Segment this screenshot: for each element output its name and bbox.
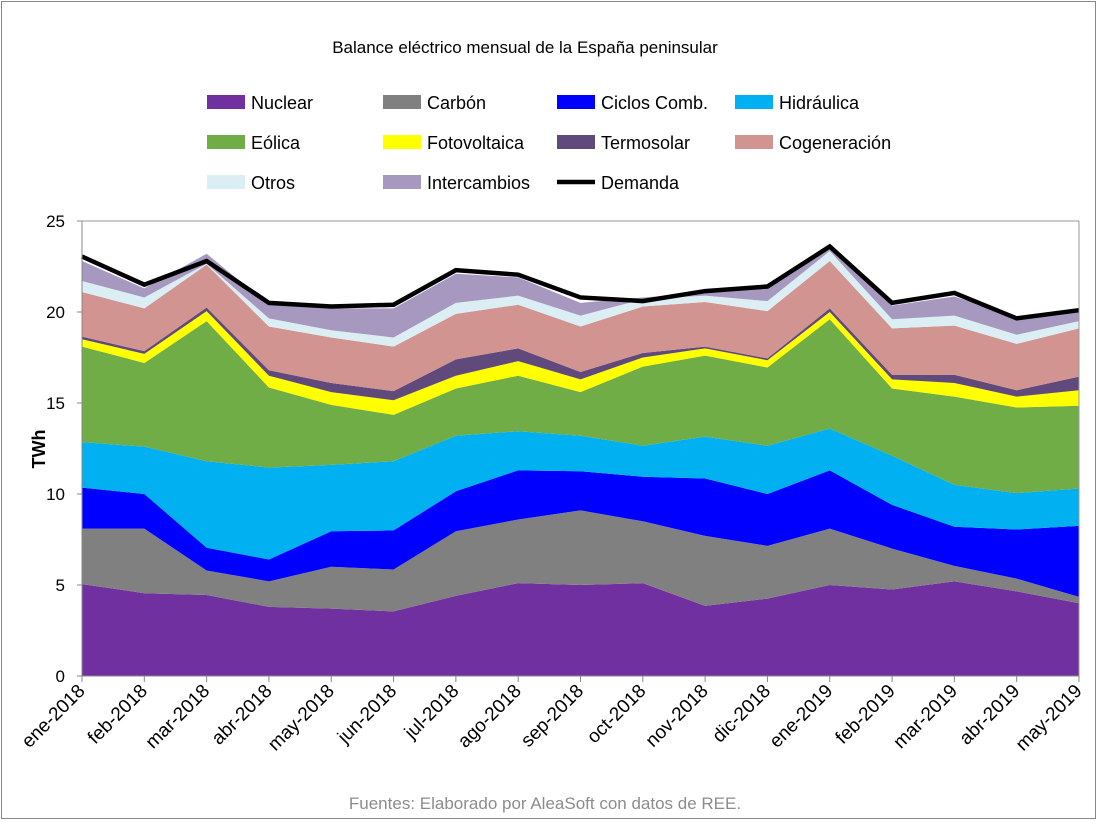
legend-item: Demanda <box>557 173 680 193</box>
area-nuclear <box>82 581 1079 676</box>
legend-swatch <box>735 95 773 109</box>
x-tick-label: mar-2019 <box>890 681 962 753</box>
legend-label: Termosolar <box>601 133 690 153</box>
area-intercambios <box>82 249 1079 338</box>
y-tick-label: 20 <box>46 303 65 322</box>
x-tick-label: ago-2018 <box>454 681 526 753</box>
legend-swatch <box>557 95 595 109</box>
legend-swatch <box>383 95 421 109</box>
y-tick-label: 0 <box>56 667 65 686</box>
x-tick-label: may-2018 <box>264 681 339 756</box>
legend-swatch <box>207 95 245 109</box>
area-carbón <box>82 510 1079 612</box>
legend-swatch <box>207 135 245 149</box>
legend-swatch <box>383 175 421 189</box>
x-tick-label: jul-2018 <box>400 681 463 744</box>
area-hidráulica <box>82 428 1079 560</box>
legend-label: Intercambios <box>427 173 530 193</box>
area-cogeneración <box>82 261 1079 392</box>
chart-title: Balance eléctrico mensual de la España p… <box>332 38 718 57</box>
legend-item: Carbón <box>383 93 486 113</box>
x-tick-label: mar-2018 <box>142 681 214 753</box>
area-ciclos-comb <box>82 470 1079 597</box>
y-tick-label: 15 <box>46 394 65 413</box>
legend-swatch <box>383 135 421 149</box>
area-eólica <box>82 319 1079 494</box>
legend-item: Eólica <box>207 133 301 153</box>
legend-label: Carbón <box>427 93 486 113</box>
legend-label: Cogeneración <box>779 133 891 153</box>
legend-label: Ciclos Comb. <box>601 93 708 113</box>
legend-item: Termosolar <box>557 133 690 153</box>
y-tick-label: 10 <box>46 485 65 504</box>
legend-label: Eólica <box>251 133 301 153</box>
legend-swatch <box>207 175 245 189</box>
legend-swatch <box>735 135 773 149</box>
x-tick-label: may-2019 <box>1012 681 1087 756</box>
x-tick-label: jun-2018 <box>333 681 401 749</box>
legend-label: Demanda <box>601 173 680 193</box>
y-tick-label: 5 <box>56 576 65 595</box>
x-tick-label: sep-2018 <box>517 681 588 752</box>
plot-areas <box>81 243 1080 676</box>
legend-item: Otros <box>207 173 295 193</box>
legend-item: Hidráulica <box>735 93 860 113</box>
line-demanda <box>81 243 1080 321</box>
legend-item: Ciclos Comb. <box>557 93 708 113</box>
legend-swatch <box>557 135 595 149</box>
legend-label: Otros <box>251 173 295 193</box>
x-tick-label: ene-2018 <box>18 681 90 753</box>
legend-label: Nuclear <box>251 93 313 113</box>
legend-item: Nuclear <box>207 93 313 113</box>
legend-item: Cogeneración <box>735 133 891 153</box>
x-tick-label: nov-2018 <box>642 681 713 752</box>
x-tick-label: ene-2019 <box>766 681 838 753</box>
legend: Nuclear Carbón Ciclos Comb. Hidráulica Eólic… <box>207 93 891 193</box>
source-note: Fuentes: Elaborado por AleaSoft con dato… <box>349 794 741 813</box>
y-tick-label: 25 <box>46 212 65 231</box>
legend-label: Hidráulica <box>779 93 860 113</box>
legend-item: Intercambios <box>383 173 530 193</box>
y-axis-label: TWh <box>29 430 49 469</box>
legend-item: Fotovoltaica <box>383 133 525 153</box>
legend-label: Fotovoltaica <box>427 133 525 153</box>
x-tick-label: oct-2018 <box>583 681 650 748</box>
